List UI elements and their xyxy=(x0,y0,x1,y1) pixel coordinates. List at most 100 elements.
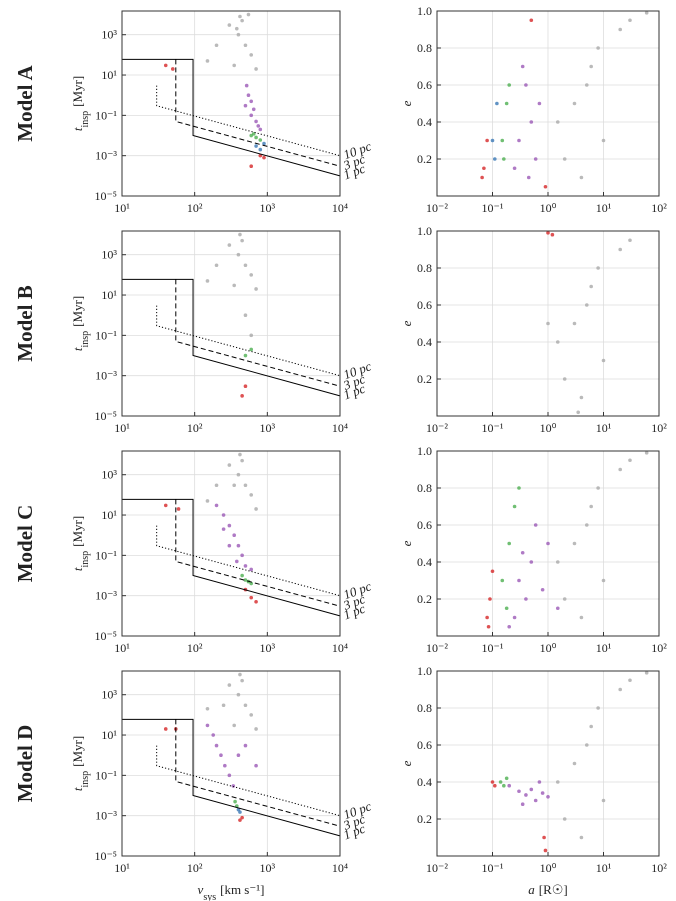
point xyxy=(249,164,254,169)
y-axis-label-symbol: e xyxy=(399,760,414,766)
point xyxy=(529,787,534,792)
y-tick-label: 10³ xyxy=(101,468,117,482)
y-tick-label: 10⁻¹ xyxy=(95,548,117,562)
y-tick-label: 10⁻³ xyxy=(95,149,117,163)
point xyxy=(243,43,248,48)
point xyxy=(254,287,258,291)
point xyxy=(232,283,237,288)
y-tick-label: 0.6 xyxy=(417,518,432,532)
point xyxy=(243,263,248,268)
y-tick-label: 0.4 xyxy=(417,115,432,129)
row-label: Model B xyxy=(13,285,37,361)
point xyxy=(485,138,489,143)
point xyxy=(223,763,227,768)
line-label: 3 pc xyxy=(340,591,367,613)
point xyxy=(555,120,560,124)
x-tick-label: 10¹ xyxy=(596,421,612,435)
y-tick-label: 0.2 xyxy=(417,812,432,826)
y-tick-label: 10⁻³ xyxy=(95,369,117,383)
point xyxy=(254,144,258,148)
line-label: 1 pc xyxy=(341,821,367,843)
point xyxy=(262,141,266,146)
point xyxy=(540,587,545,592)
x-tick-label: 10¹ xyxy=(596,861,612,875)
point xyxy=(236,32,241,37)
y-tick-label: 10⁻³ xyxy=(95,589,117,603)
point xyxy=(246,93,251,97)
point xyxy=(507,83,512,87)
point xyxy=(546,321,550,326)
point xyxy=(601,358,606,363)
line-label: 1 pc xyxy=(341,161,367,183)
y-tick-label: 0.2 xyxy=(417,592,432,606)
y-tick-label: 0.6 xyxy=(417,78,432,92)
x-axis-label: vsys [km s⁻¹] xyxy=(198,882,265,901)
point xyxy=(254,727,258,731)
y-tick-label: 0.4 xyxy=(417,555,432,569)
row-label: Model C xyxy=(13,505,37,583)
point xyxy=(236,252,241,257)
axes-frame xyxy=(436,230,660,417)
y-tick-label: 0.4 xyxy=(417,775,432,789)
point xyxy=(205,707,210,711)
y-axis-label-symbol: e xyxy=(399,100,414,106)
y-tick-label: 10⁻⁵ xyxy=(94,849,117,863)
x-tick-label: 10² xyxy=(187,861,203,875)
y-axis-label-symbol: t xyxy=(70,127,85,131)
axes-frame xyxy=(121,670,341,857)
point xyxy=(628,18,632,23)
point xyxy=(512,504,517,509)
boundary-line xyxy=(156,745,341,817)
line-label: 3 pc xyxy=(340,811,367,833)
point xyxy=(254,763,258,768)
point xyxy=(555,780,560,784)
point xyxy=(249,493,254,497)
y-axis-label-unit: [Myr] xyxy=(70,296,85,327)
x-tick-label: 10¹ xyxy=(114,421,130,435)
point xyxy=(238,14,242,19)
x-axis-label-unit: [R☉] xyxy=(539,882,568,897)
y-axis-label-symbol: t xyxy=(70,347,85,351)
point xyxy=(249,333,254,338)
y-axis-label: e xyxy=(399,760,414,766)
point xyxy=(258,147,263,152)
y-tick-label: 10⁻¹ xyxy=(95,108,117,122)
point xyxy=(240,553,244,558)
point xyxy=(163,727,168,731)
axes-frame xyxy=(121,450,341,637)
y-tick-label: 0.4 xyxy=(417,335,432,349)
point xyxy=(596,706,600,710)
point xyxy=(490,569,495,574)
y-axis-label: tinsp [Myr] xyxy=(70,296,91,351)
x-tick-label: 10³ xyxy=(260,641,276,655)
point xyxy=(243,103,248,108)
point xyxy=(584,743,589,747)
x-tick-label: 10⁻¹ xyxy=(482,421,504,435)
point xyxy=(546,541,550,546)
point xyxy=(262,155,266,160)
point xyxy=(492,157,497,161)
boundary-line xyxy=(156,85,341,157)
point xyxy=(540,791,545,795)
point xyxy=(254,135,258,140)
boundary-line xyxy=(156,305,341,377)
point xyxy=(543,184,548,189)
y-axis-label: tinsp [Myr] xyxy=(70,736,91,791)
point xyxy=(243,353,248,358)
panel: 10⁻² 10⁻¹ 10⁰ 10¹ 10² 0.2 0.4 0.6 0.8 1.0 e xyxy=(399,4,667,215)
axes-frame xyxy=(121,230,341,417)
y-tick-label: 10¹ xyxy=(101,508,117,522)
boundary-line xyxy=(122,58,341,177)
point xyxy=(246,12,251,17)
point xyxy=(502,783,506,788)
x-tick-label: 10³ xyxy=(260,861,276,875)
point xyxy=(512,615,517,620)
point xyxy=(529,560,534,564)
x-tick-label: 10⁻² xyxy=(426,861,448,875)
x-axis-label-symbol: v xyxy=(198,882,204,897)
y-axis-label-unit: [Myr] xyxy=(70,516,85,547)
point xyxy=(572,761,577,766)
point xyxy=(243,564,248,568)
axes-frame xyxy=(436,10,660,197)
x-tick-label: 10² xyxy=(187,421,203,435)
